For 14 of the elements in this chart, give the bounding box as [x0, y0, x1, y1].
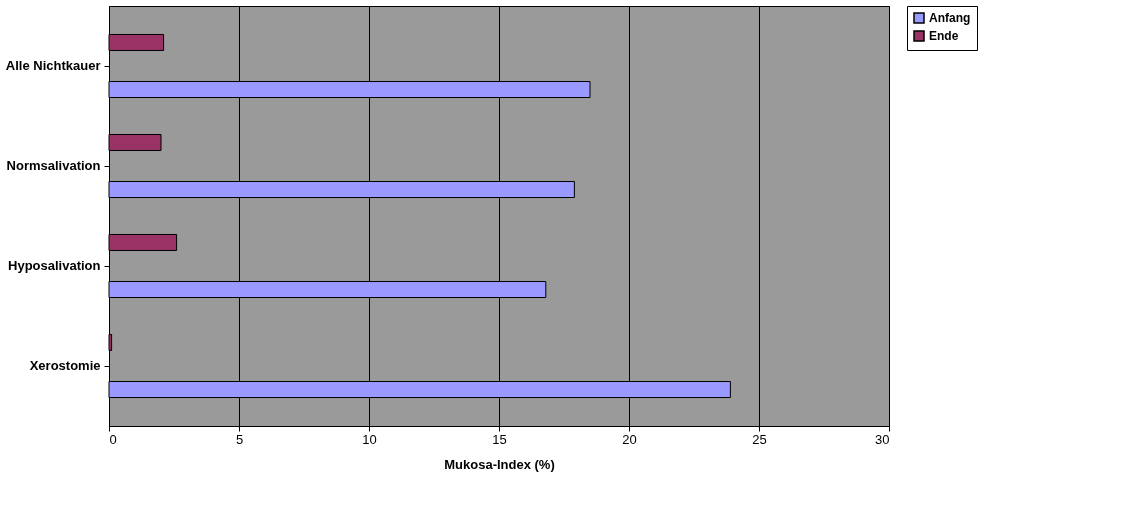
y-tick-label: Normsalivation — [6, 158, 101, 173]
y-tick-label: Xerostomie — [29, 358, 101, 373]
x-tick-label: 30 — [875, 431, 890, 447]
x-tick-label: 15 — [492, 431, 507, 447]
x-tick-label: 5 — [235, 431, 244, 447]
x-tick-label: 20 — [622, 431, 637, 447]
x-tick-label: 0 — [109, 431, 117, 447]
y-tick-label: Alle Nichtkauer — [5, 58, 101, 73]
x-tick-label: 25 — [752, 431, 767, 447]
y-tick-label: Hyposalivation — [8, 258, 101, 273]
x-axis-title: Mukosa-Index (%) — [444, 456, 555, 472]
legend-label: Anfang — [929, 11, 971, 25]
x-tick-label: 10 — [362, 431, 377, 447]
legend-label: Ende — [929, 29, 959, 43]
